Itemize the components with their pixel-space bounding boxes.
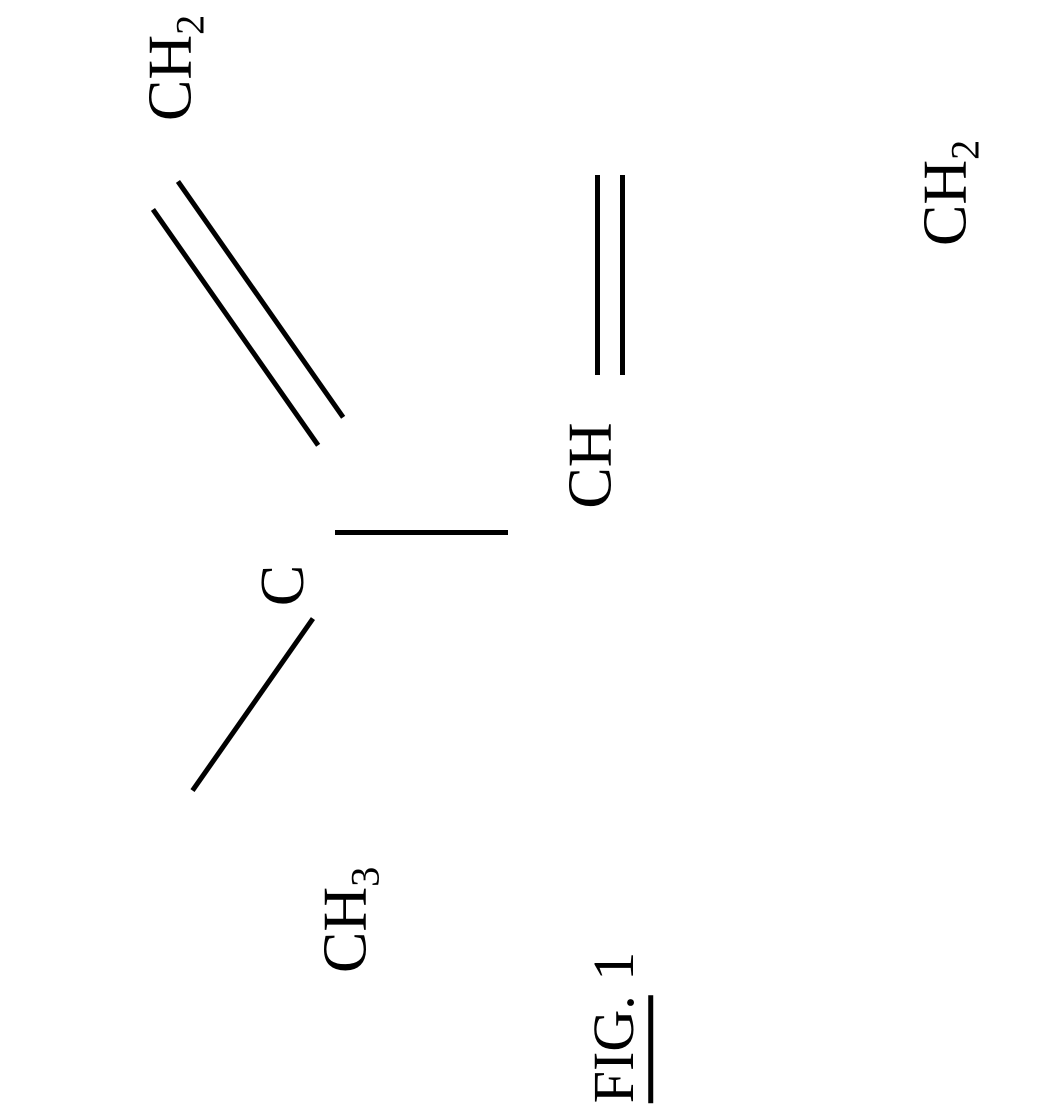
- atom-ch3_bottom: CH3: [310, 867, 386, 973]
- figure-label-prefix: FIG.: [581, 995, 653, 1103]
- bond-4: [595, 175, 600, 375]
- figure-label: FIG. 1: [580, 952, 647, 1103]
- bond-3: [335, 530, 508, 535]
- bond-1: [176, 180, 345, 419]
- atom-ch2_right: CH2: [910, 140, 986, 246]
- atom-subscript: 2: [168, 15, 213, 35]
- atom-ch2_top_left: CH2: [135, 15, 211, 121]
- atom-ch_upper: CH: [556, 422, 627, 508]
- bond-2: [190, 617, 315, 792]
- atom-subscript: 3: [343, 867, 388, 887]
- atom-label: CH: [557, 422, 625, 508]
- atom-c_center: C: [248, 565, 319, 606]
- bond-5: [620, 175, 625, 375]
- atom-label: C: [249, 565, 317, 606]
- figure-label-number: 1: [581, 952, 646, 981]
- atom-label: CH: [911, 160, 979, 246]
- atom-label: CH: [136, 35, 204, 121]
- atom-subscript: 2: [943, 140, 988, 160]
- atom-label: CH: [311, 887, 379, 973]
- bond-0: [151, 208, 320, 447]
